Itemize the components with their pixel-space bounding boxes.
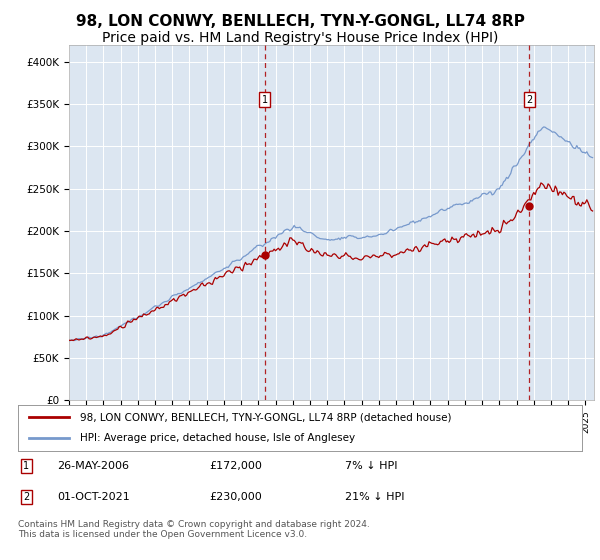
Text: 98, LON CONWY, BENLLECH, TYN-Y-GONGL, LL74 8RP (detached house): 98, LON CONWY, BENLLECH, TYN-Y-GONGL, LL… bbox=[80, 412, 452, 422]
Text: £172,000: £172,000 bbox=[210, 461, 263, 471]
Text: 2: 2 bbox=[526, 95, 533, 105]
Text: 98, LON CONWY, BENLLECH, TYN-Y-GONGL, LL74 8RP: 98, LON CONWY, BENLLECH, TYN-Y-GONGL, LL… bbox=[76, 14, 524, 29]
Text: 1: 1 bbox=[23, 461, 29, 471]
Text: Price paid vs. HM Land Registry's House Price Index (HPI): Price paid vs. HM Land Registry's House … bbox=[102, 31, 498, 45]
Text: 2: 2 bbox=[23, 492, 29, 502]
Text: Contains HM Land Registry data © Crown copyright and database right 2024.
This d: Contains HM Land Registry data © Crown c… bbox=[18, 520, 370, 539]
Text: 1: 1 bbox=[262, 95, 268, 105]
Text: HPI: Average price, detached house, Isle of Anglesey: HPI: Average price, detached house, Isle… bbox=[80, 433, 355, 444]
Text: £230,000: £230,000 bbox=[210, 492, 263, 502]
Text: 21% ↓ HPI: 21% ↓ HPI bbox=[345, 492, 404, 502]
Text: 7% ↓ HPI: 7% ↓ HPI bbox=[345, 461, 398, 471]
Text: 01-OCT-2021: 01-OCT-2021 bbox=[58, 492, 130, 502]
Text: 26-MAY-2006: 26-MAY-2006 bbox=[58, 461, 130, 471]
